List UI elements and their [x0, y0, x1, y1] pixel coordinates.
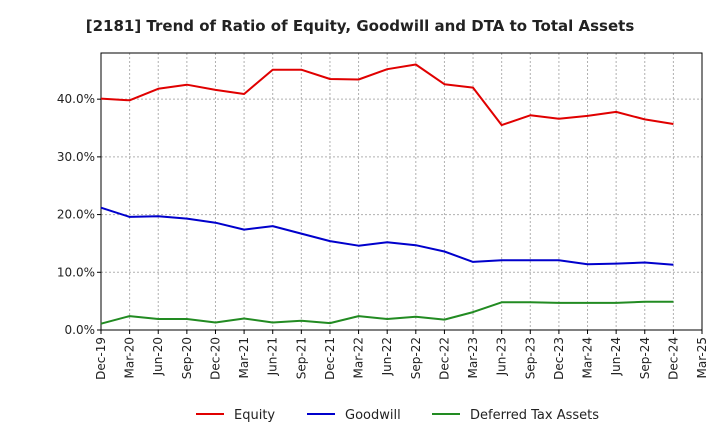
x-tick-label: Mar-25: [695, 337, 709, 378]
legend-label: Deferred Tax Assets: [470, 408, 599, 423]
legend-label: Goodwill: [345, 408, 401, 423]
legend: Equity Goodwill Deferred Tax Assets: [196, 408, 599, 423]
x-tick-label: Mar-22: [352, 337, 366, 378]
x-tick-label: Jun-21: [266, 337, 280, 376]
y-axis: 0.0% 10.0% 20.0% 30.0% 40.0%: [57, 92, 101, 337]
series-layer: [100, 63, 674, 325]
legend-item-deferred-tax-assets: Deferred Tax Assets: [432, 408, 599, 423]
legend-label: Equity: [234, 408, 275, 423]
x-tick-label: Dec-19: [94, 337, 108, 380]
y-tick-label: 20.0%: [57, 208, 95, 222]
x-tick-label: Dec-23: [552, 337, 566, 380]
y-tick-label: 30.0%: [57, 150, 95, 164]
x-axis: Dec-19 Mar-20 Jun-20 Sep-20 Dec-20 Mar-21 Jun-…: [94, 330, 709, 380]
x-tick-label: Dec-20: [208, 337, 222, 380]
x-tick-label: Mar-23: [466, 337, 480, 378]
series-line-equity: [100, 63, 674, 127]
x-tick-label: Dec-21: [323, 337, 337, 380]
series-line-deferred-tax-assets: [100, 300, 674, 325]
x-tick-label: Sep-22: [409, 337, 423, 379]
x-tick-label: Jun-24: [609, 337, 623, 376]
x-tick-label: Mar-20: [123, 337, 137, 378]
x-tick-label: Mar-24: [581, 337, 595, 378]
y-tick-label: 0.0%: [65, 323, 96, 337]
y-tick-label: 10.0%: [57, 265, 95, 279]
legend-item-goodwill: Goodwill: [307, 408, 401, 423]
x-tick-label: Sep-20: [180, 337, 194, 379]
x-tick-label: Sep-23: [523, 337, 537, 379]
x-tick-label: Jun-22: [380, 337, 394, 376]
legend-item-equity: Equity: [196, 408, 275, 423]
x-tick-label: Mar-21: [237, 337, 251, 378]
x-tick-label: Sep-24: [638, 337, 652, 379]
x-tick-label: Sep-21: [294, 337, 308, 379]
chart-title: [2181] Trend of Ratio of Equity, Goodwil…: [86, 17, 635, 35]
plot-frame: [100, 52, 703, 331]
grid: [101, 53, 702, 330]
series-line-goodwill: [100, 206, 674, 266]
x-tick-label: Jun-23: [495, 337, 509, 376]
y-tick-label: 40.0%: [57, 92, 95, 106]
x-tick-label: Dec-24: [666, 337, 680, 380]
x-tick-label: Dec-22: [437, 337, 451, 380]
x-tick-label: Jun-20: [151, 337, 165, 376]
